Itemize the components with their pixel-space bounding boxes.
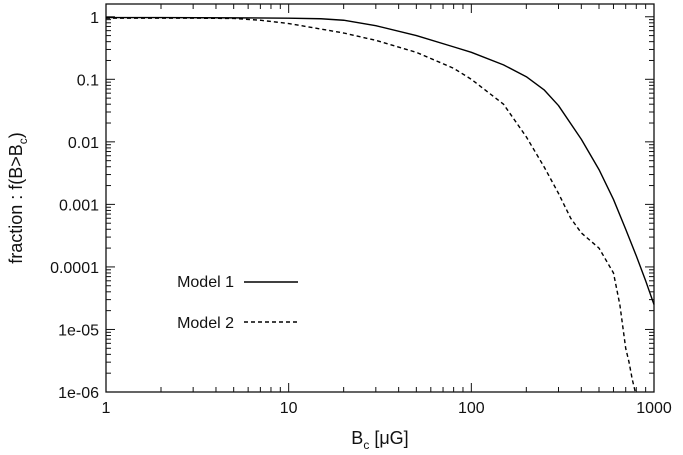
legend-label-model-2: Model 2	[177, 315, 234, 332]
series-layer	[106, 16, 655, 393]
x-tick-label: 100	[458, 400, 485, 417]
series-line-model-2	[106, 17, 636, 393]
y-tick-label: 0.0001	[50, 260, 99, 277]
y-tick-label: 0.1	[77, 72, 99, 89]
y-tick-label: 0.01	[68, 135, 99, 152]
y-tick-label: 1e-06	[58, 385, 99, 402]
x-tick-label: 1000	[636, 400, 672, 417]
y-tick-label: 0.001	[59, 197, 99, 214]
axis-ticks: 1 10 100 1000 1 0.1 0.01 0.001 0.0001 1e-05 1e-06	[50, 4, 672, 417]
legend: Model 1 Model 2	[177, 274, 298, 332]
legend-label-model-1: Model 1	[177, 274, 234, 291]
y-tick-label: 1e-05	[58, 322, 99, 339]
x-tick-label: 10	[280, 400, 298, 417]
x-axis-title: Bc [μG]	[351, 428, 408, 452]
y-tick-label: 1	[90, 10, 99, 27]
series-line-model-1	[106, 16, 655, 305]
y-axis-title: fraction : f(B>Bc)	[6, 132, 30, 264]
x-tick-label: 1	[102, 400, 111, 417]
plot-frame	[105, 3, 655, 393]
